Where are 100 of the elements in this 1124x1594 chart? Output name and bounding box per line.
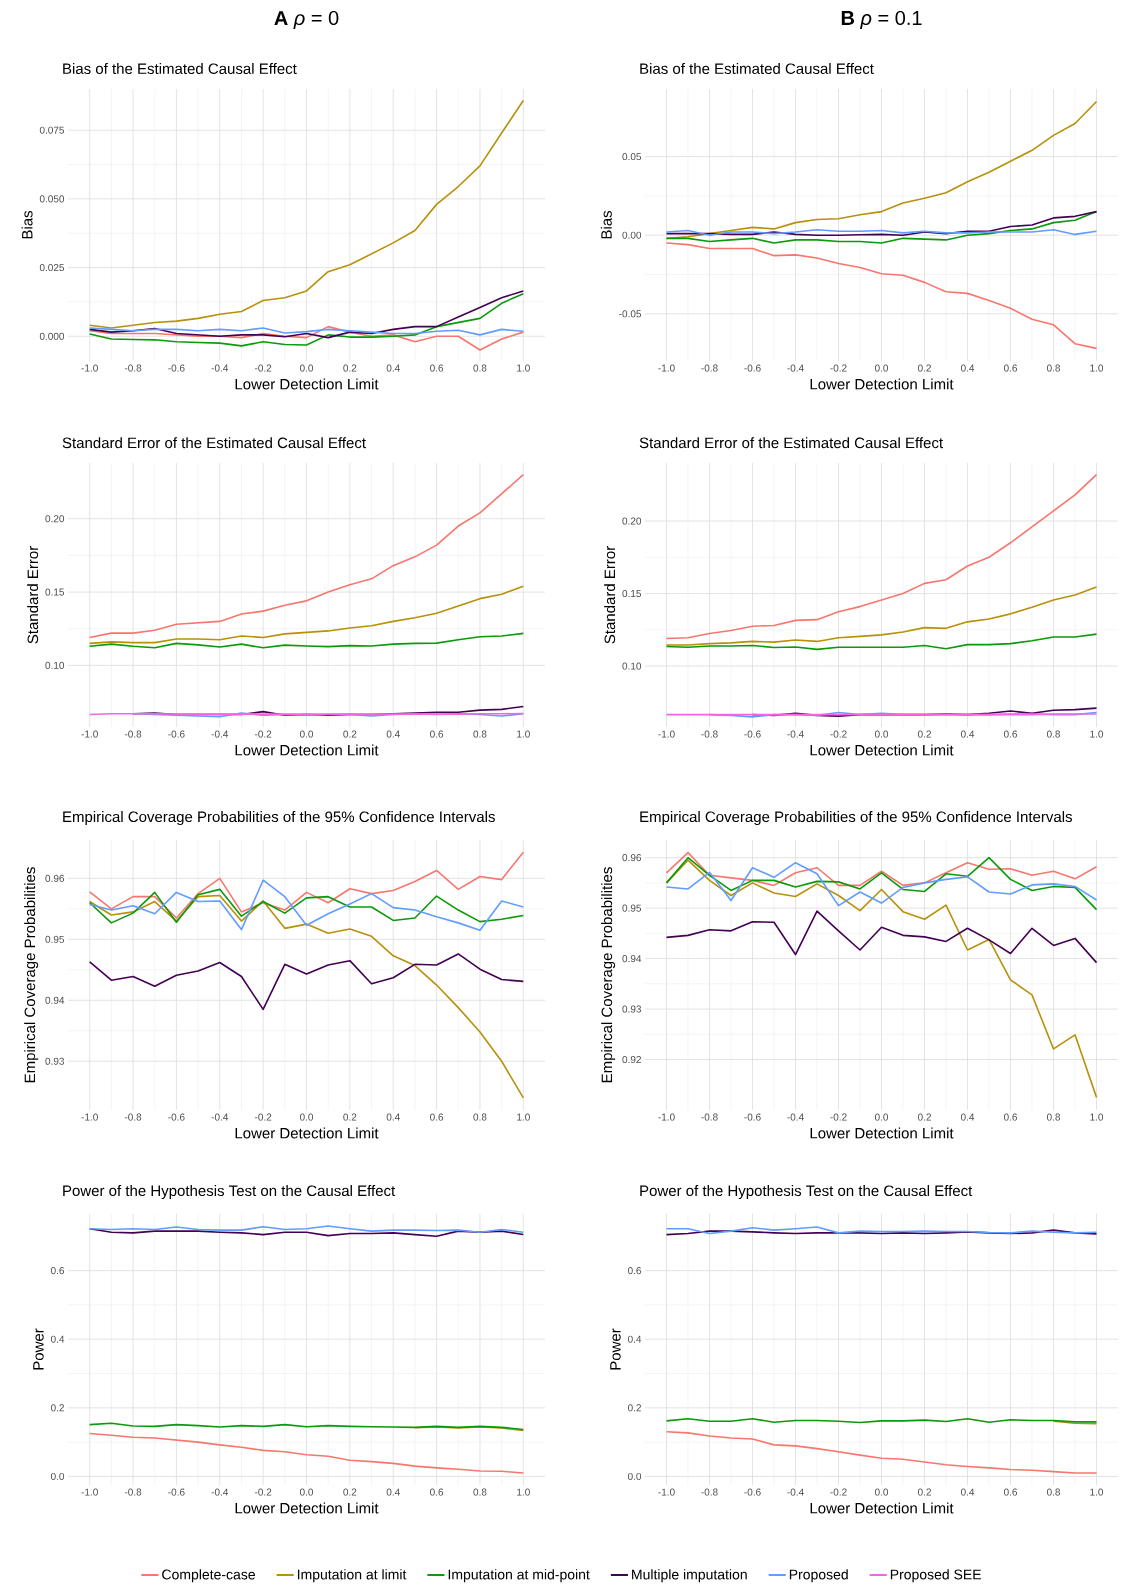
y-tick-label: 0.4 xyxy=(50,1335,65,1343)
y-tick-label: 0.20 xyxy=(45,515,65,523)
x-tick-label: -0.8 xyxy=(124,1488,142,1496)
x-tick-label: 0.4 xyxy=(960,364,975,372)
x-tick-label: 0.2 xyxy=(917,1488,931,1496)
x-tick-label: 0.6 xyxy=(1003,364,1018,372)
x-tick-label: -0.8 xyxy=(124,730,142,738)
y-tick-label: 0.15 xyxy=(622,590,642,598)
x-tick-label: 0.8 xyxy=(473,730,487,738)
x-tick-label: -0.8 xyxy=(701,1488,718,1496)
x-tick-label: -0.2 xyxy=(254,1488,272,1496)
y-tick-label: 0.2 xyxy=(50,1404,64,1412)
y-tick-label: 0.93 xyxy=(622,1005,642,1013)
x-tick-label: 0.6 xyxy=(430,730,444,738)
chart-title: Bias of the Estimated Causal Effect xyxy=(63,63,297,75)
x-axis-title: Lower Detection Limit xyxy=(235,744,379,756)
x-tick-label: 1.0 xyxy=(517,1488,530,1496)
x-tick-label: -0.4 xyxy=(787,364,804,372)
x-tick-label: 0.6 xyxy=(430,364,444,372)
y-axis-title: Power xyxy=(33,1328,44,1370)
y-tick-label: 0.075 xyxy=(39,126,65,134)
y-tick-label: 0.2 xyxy=(627,1404,641,1412)
x-tick-label: -1.0 xyxy=(81,1113,98,1121)
x-tick-label: 0.6 xyxy=(430,1113,444,1121)
x-tick-label: -0.6 xyxy=(744,730,761,738)
y-axis-title: Standard Error xyxy=(27,546,39,644)
line-series xyxy=(665,1431,1098,1474)
line-series xyxy=(665,1226,1098,1235)
x-axis-title: Lower Detection Limit xyxy=(235,1127,379,1139)
x-tick-label: 0.0 xyxy=(299,364,314,372)
y-tick-label: 0.96 xyxy=(622,854,642,862)
x-tick-label: 0.0 xyxy=(874,730,889,738)
chart-title: Power of the Hypothesis Test on the Causal Effect xyxy=(63,1185,396,1200)
chart-title: Power of the Hypothesis Test on the Causal Effect xyxy=(640,1185,973,1200)
x-tick-label: 0.6 xyxy=(430,1488,444,1496)
x-tick-label: -0.4 xyxy=(211,1488,229,1496)
y-tick-label: 0.20 xyxy=(622,517,642,525)
chart-title: Empirical Coverage Probabilities of the 95% Confidence Intervals xyxy=(63,811,495,826)
x-tick-label: -1.0 xyxy=(81,364,98,372)
x-tick-label: 0.2 xyxy=(917,730,931,738)
line-series xyxy=(88,953,525,1011)
legend-label: Proposed xyxy=(789,1569,848,1583)
legend-label: Imputation at limit xyxy=(297,1569,407,1583)
line-series xyxy=(88,851,525,919)
x-tick-label: -0.8 xyxy=(124,364,142,372)
x-tick-label: 0.4 xyxy=(386,1113,400,1121)
x-tick-label: -0.6 xyxy=(168,1488,185,1496)
x-tick-label: 0.8 xyxy=(473,364,487,372)
x-tick-label: 0.4 xyxy=(960,730,975,738)
x-tick-label: 0.4 xyxy=(386,1488,400,1496)
y-tick-label: 0.05 xyxy=(622,153,642,161)
x-axis-title: Lower Detection Limit xyxy=(810,1127,954,1139)
y-axis-title: Bias xyxy=(21,210,33,239)
x-tick-label: 0.0 xyxy=(299,730,314,738)
x-tick-label: -0.4 xyxy=(787,730,804,738)
x-tick-label: 0.0 xyxy=(874,1113,889,1121)
x-tick-label: 0.2 xyxy=(343,1113,357,1121)
y-tick-label: 0.00 xyxy=(622,231,642,239)
x-tick-label: 0.0 xyxy=(874,364,889,372)
x-tick-label: -1.0 xyxy=(658,1113,675,1121)
x-axis-title: Lower Detection Limit xyxy=(810,1502,954,1514)
x-tick-label: 1.0 xyxy=(517,730,530,738)
line-series xyxy=(88,1225,525,1233)
x-tick-label: 1.0 xyxy=(517,364,530,372)
x-tick-label: 1.0 xyxy=(1090,1488,1104,1496)
x-tick-label: 0.0 xyxy=(299,1113,314,1121)
x-tick-label: 0.2 xyxy=(343,1488,357,1496)
y-tick-label: 0.000 xyxy=(39,332,65,340)
x-tick-label: 0.4 xyxy=(386,364,400,372)
y-tick-label: 0.10 xyxy=(622,662,642,670)
x-tick-label: 1.0 xyxy=(1090,1113,1104,1121)
y-axis-title: Power xyxy=(610,1328,621,1370)
x-tick-label: -0.8 xyxy=(701,364,718,372)
x-tick-label: 0.8 xyxy=(473,1488,487,1496)
x-axis-title: Lower Detection Limit xyxy=(810,378,954,390)
x-axis-title: Lower Detection Limit xyxy=(235,1502,379,1514)
line-series xyxy=(665,100,1098,240)
x-tick-label: -0.2 xyxy=(254,364,272,372)
x-tick-label: -0.6 xyxy=(168,364,185,372)
x-axis-title: Lower Detection Limit xyxy=(810,744,954,756)
x-tick-label: 0.6 xyxy=(1003,1113,1018,1121)
chart-title: Standard Error of the Estimated Causal Effect xyxy=(639,437,943,449)
y-tick-label: 0.6 xyxy=(50,1267,65,1275)
y-tick-label: -0.05 xyxy=(619,310,642,318)
x-tick-label: 0.4 xyxy=(960,1113,975,1121)
x-tick-label: 1.0 xyxy=(1090,730,1104,738)
line-series xyxy=(665,586,1098,646)
chart-title: Bias of the Estimated Causal Effect xyxy=(640,62,874,74)
line-series xyxy=(665,910,1098,964)
y-tick-label: 0.15 xyxy=(45,588,65,596)
x-tick-label: -1.0 xyxy=(658,364,675,372)
x-tick-label: 0.2 xyxy=(917,364,931,372)
line-series xyxy=(88,888,525,924)
y-tick-label: 0.92 xyxy=(622,1055,641,1064)
x-tick-label: -0.4 xyxy=(787,1113,804,1121)
x-tick-label: -0.4 xyxy=(211,1113,229,1121)
x-tick-label: 0.6 xyxy=(1003,1488,1018,1496)
x-tick-label: 0.8 xyxy=(1046,730,1061,738)
x-tick-label: 1.0 xyxy=(517,1113,530,1121)
x-tick-label: -1.0 xyxy=(658,730,675,738)
